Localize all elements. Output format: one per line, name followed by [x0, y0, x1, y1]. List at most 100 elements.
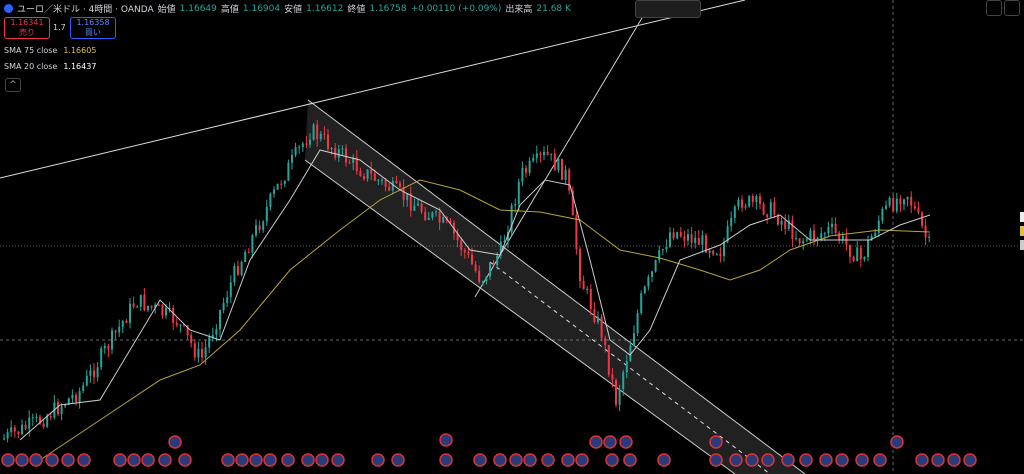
symbol-icon	[4, 4, 13, 13]
candle	[543, 151, 545, 155]
channel-bottom	[304, 159, 736, 474]
candle	[190, 335, 193, 344]
candle	[640, 293, 643, 314]
candle	[514, 204, 517, 206]
candle	[463, 250, 466, 253]
candle	[420, 203, 423, 212]
candle	[165, 307, 167, 316]
candle	[474, 264, 477, 271]
price-tag	[1020, 226, 1024, 236]
candle	[730, 217, 733, 227]
event-icon	[603, 435, 617, 449]
scroll-button[interactable]	[986, 0, 1002, 16]
candle	[150, 305, 153, 308]
candle	[21, 424, 23, 435]
candle	[834, 223, 837, 233]
candle	[676, 232, 679, 239]
candle	[622, 372, 625, 390]
candle	[139, 294, 142, 307]
candle	[485, 276, 488, 282]
ohlc-value: 1.16758	[369, 3, 407, 14]
candle	[417, 203, 419, 206]
sell-button[interactable]: 1.16341 売り	[4, 17, 50, 39]
candle	[870, 235, 873, 241]
candle	[823, 233, 826, 235]
event-icon	[141, 453, 155, 467]
candle	[726, 226, 729, 242]
menu-button[interactable]	[1004, 0, 1020, 16]
event-icon	[158, 453, 172, 467]
candle	[424, 211, 427, 221]
candle	[633, 333, 635, 346]
candle	[103, 345, 106, 349]
candle	[593, 309, 596, 322]
sma-20	[19, 149, 931, 441]
price-tag	[1020, 240, 1024, 250]
candle	[413, 205, 416, 211]
candle	[208, 337, 211, 348]
event-icon	[235, 453, 249, 467]
candle	[132, 303, 135, 307]
ohlc-label: 終値	[347, 5, 366, 15]
candle	[766, 214, 769, 218]
event-icon	[281, 453, 295, 467]
candle	[211, 334, 214, 338]
candle	[118, 326, 121, 333]
candle	[481, 281, 484, 283]
buy-button[interactable]: 1.16358 買い	[70, 17, 116, 39]
candle	[183, 324, 185, 326]
spread: 1.7	[53, 23, 66, 32]
candle	[391, 180, 394, 191]
candle	[798, 238, 801, 244]
candle	[93, 370, 95, 378]
candle	[291, 154, 293, 163]
candle	[157, 304, 160, 306]
trend-line	[0, 0, 746, 179]
event-icon	[523, 453, 537, 467]
candle	[377, 180, 380, 182]
candle	[838, 232, 841, 241]
candle	[319, 133, 322, 139]
candle	[125, 321, 128, 323]
sma-75	[39, 179, 931, 461]
candle	[330, 148, 333, 150]
candle	[679, 232, 682, 237]
candle	[348, 162, 351, 164]
ohlc-value: 1.16649	[179, 3, 217, 14]
candle	[201, 349, 203, 358]
candle	[409, 193, 412, 211]
symbol[interactable]: ユーロ／米ドル · 4時間 · OANDA	[17, 5, 154, 15]
event-icon	[761, 453, 775, 467]
candle	[121, 321, 124, 327]
candle	[564, 169, 567, 180]
event-icon	[113, 453, 127, 467]
candle	[748, 195, 751, 207]
candle	[370, 169, 373, 174]
candle	[186, 325, 189, 336]
candle	[262, 221, 265, 231]
candle	[913, 205, 916, 209]
indicator[interactable]: SMA 75 close 1.16605	[4, 46, 96, 55]
drawing-toolbar[interactable]	[635, 0, 701, 18]
candle	[802, 240, 805, 244]
candle	[586, 288, 589, 290]
event-icon	[221, 453, 235, 467]
candle	[442, 217, 445, 223]
candle	[89, 370, 92, 376]
candle	[323, 133, 326, 135]
candle	[172, 307, 175, 323]
candle	[795, 238, 797, 240]
candle	[733, 206, 736, 218]
event-icon	[301, 453, 315, 467]
event-icon	[493, 453, 507, 467]
candle	[438, 211, 441, 223]
candle	[161, 304, 164, 316]
candle	[762, 203, 765, 215]
indicator[interactable]: SMA 20 close 1.16437	[4, 62, 96, 71]
candle	[316, 124, 319, 139]
collapse-button[interactable]: ^	[5, 78, 21, 92]
candle	[467, 252, 470, 255]
candle	[435, 211, 437, 213]
candle	[705, 235, 707, 253]
candle	[100, 348, 103, 368]
